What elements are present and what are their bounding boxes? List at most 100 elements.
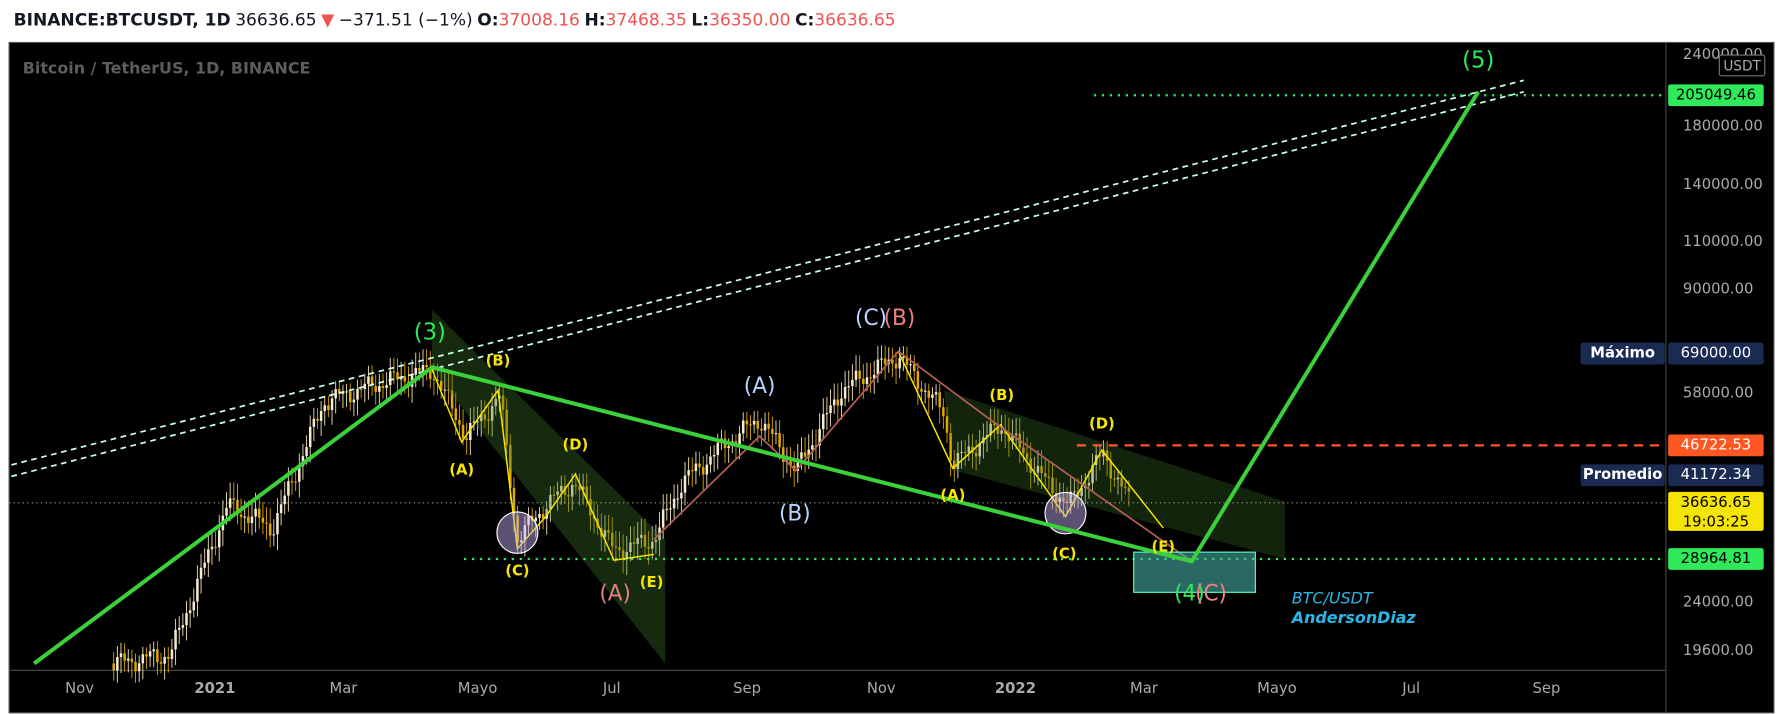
candle-body bbox=[217, 530, 221, 548]
price-badge-text: 69000.00 bbox=[1681, 344, 1751, 362]
zone bbox=[432, 309, 666, 664]
candle-body bbox=[687, 470, 690, 476]
candle-body bbox=[712, 454, 716, 457]
candle-body bbox=[1043, 473, 1047, 477]
candle-body bbox=[869, 377, 872, 379]
candle-body bbox=[1040, 465, 1043, 474]
candle-body bbox=[505, 409, 508, 445]
candle-body bbox=[1087, 483, 1091, 486]
candle-body bbox=[989, 423, 992, 436]
chart-area bbox=[8, 41, 1775, 714]
candle-body bbox=[367, 376, 370, 384]
candle-body bbox=[978, 443, 981, 457]
candle-body bbox=[509, 444, 512, 488]
candle-body bbox=[789, 461, 792, 466]
candle-body bbox=[825, 413, 829, 415]
wave-label: (E) bbox=[640, 573, 664, 591]
candle-body bbox=[862, 378, 865, 384]
candle-body bbox=[1051, 477, 1054, 493]
candle-body bbox=[727, 446, 730, 449]
wave-label: (B) bbox=[486, 352, 511, 370]
candle-body bbox=[927, 390, 931, 398]
candle-body bbox=[647, 546, 650, 549]
badge-name: Máximo bbox=[1590, 344, 1655, 362]
candle-body bbox=[348, 391, 352, 403]
candle-body bbox=[177, 627, 181, 630]
wave-label: (A) bbox=[744, 374, 776, 399]
price-label: 90000.00 bbox=[1683, 279, 1753, 297]
wave-label: (A) bbox=[940, 486, 965, 504]
wave-label: (E) bbox=[1151, 538, 1175, 556]
ohlc-label: C: bbox=[795, 11, 814, 31]
candle-body bbox=[654, 540, 658, 542]
candle-body bbox=[916, 371, 920, 389]
candle-body bbox=[752, 420, 756, 425]
candle-body bbox=[294, 481, 297, 483]
price-badge-text: 36636.65 bbox=[1681, 493, 1751, 511]
candle-body bbox=[691, 470, 694, 472]
candle-body bbox=[912, 364, 916, 372]
time-label: Jul bbox=[602, 679, 621, 697]
price-label: 24000.00 bbox=[1683, 593, 1753, 611]
price: 36636.65 bbox=[235, 11, 316, 31]
candle-body bbox=[956, 452, 960, 469]
candle-body bbox=[538, 514, 541, 518]
candle-body bbox=[116, 657, 119, 671]
candle-body bbox=[1116, 477, 1120, 480]
subwave bbox=[897, 350, 1164, 529]
candle-body bbox=[800, 452, 803, 459]
candle-body bbox=[650, 541, 654, 549]
candle-body bbox=[945, 416, 949, 433]
candle-body bbox=[843, 386, 847, 399]
wave-label: (C) bbox=[505, 562, 529, 580]
time-label: 2021 bbox=[194, 679, 235, 697]
price-label: 19600.00 bbox=[1683, 641, 1753, 659]
candle-body bbox=[479, 414, 483, 422]
time-label: Mayo bbox=[458, 679, 498, 697]
candle-body bbox=[1127, 487, 1131, 492]
candle-body bbox=[389, 371, 392, 386]
price-badge bbox=[1668, 548, 1764, 570]
candle-body bbox=[705, 464, 709, 475]
candle-body bbox=[1000, 430, 1003, 434]
candle-body bbox=[872, 374, 876, 379]
wave-label: (C) bbox=[855, 306, 887, 331]
wave-label: (B) bbox=[779, 501, 811, 526]
wave-label: (5) bbox=[1462, 47, 1494, 73]
candle-body bbox=[640, 534, 643, 538]
candle-body bbox=[483, 414, 487, 420]
subwave bbox=[431, 369, 654, 561]
candle-body bbox=[818, 429, 821, 446]
candle-body bbox=[738, 433, 741, 444]
candle-body bbox=[472, 421, 476, 424]
candle-body bbox=[807, 449, 810, 457]
candle-body bbox=[894, 363, 898, 369]
candle-body bbox=[934, 392, 938, 395]
candle-body bbox=[545, 509, 548, 519]
candle-body bbox=[931, 394, 934, 398]
candle-body bbox=[487, 419, 490, 421]
candle-body bbox=[610, 532, 614, 547]
candle-body bbox=[338, 389, 341, 394]
time-label: 2022 bbox=[995, 679, 1036, 697]
arrow: ▼ bbox=[321, 11, 335, 31]
price-badge bbox=[1668, 464, 1764, 487]
candle-body bbox=[469, 423, 472, 441]
candle-body bbox=[858, 370, 861, 379]
candle-body bbox=[356, 388, 359, 400]
candle-body bbox=[574, 484, 578, 487]
candle-body bbox=[174, 629, 177, 650]
wave-label: (D) bbox=[1089, 415, 1115, 433]
candle-body bbox=[778, 433, 781, 448]
price-badge bbox=[1668, 491, 1764, 531]
candle-body bbox=[556, 491, 559, 495]
candle-body bbox=[1011, 435, 1014, 442]
candle-body bbox=[312, 418, 316, 427]
candle-body bbox=[1029, 458, 1032, 473]
candle-body bbox=[643, 534, 647, 547]
subwave bbox=[653, 350, 1193, 563]
candle-body bbox=[774, 433, 778, 435]
candle-body bbox=[1036, 465, 1040, 473]
zone bbox=[943, 390, 1285, 560]
